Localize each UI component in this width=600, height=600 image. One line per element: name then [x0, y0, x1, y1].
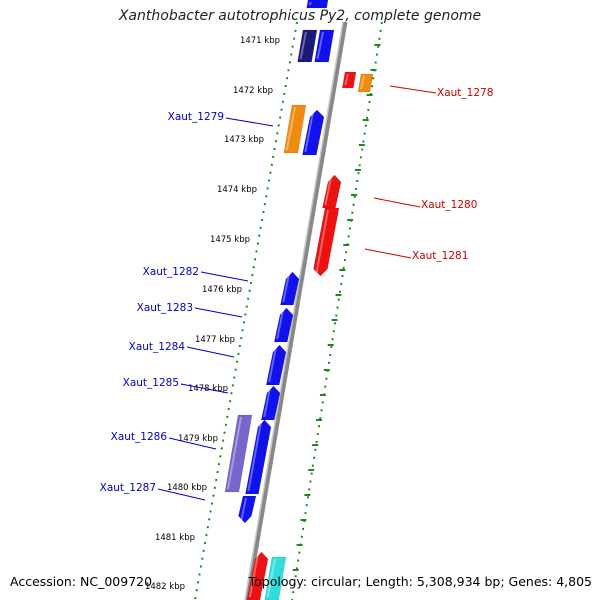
- gene-arrow-shine: [299, 32, 307, 59]
- gene-arrow[interactable]: [280, 271, 300, 306]
- gene-label-leader: [225, 117, 274, 127]
- gene-label[interactable]: Xaut_1279: [168, 111, 224, 123]
- gene-arrow[interactable]: [357, 73, 374, 93]
- gene-arrow[interactable]: [341, 71, 357, 89]
- kbp-tick-label: 1479 kbp: [178, 434, 218, 444]
- gene-arrow[interactable]: [297, 29, 318, 63]
- gene-arrow[interactable]: [273, 307, 294, 343]
- gene-arrow[interactable]: [314, 29, 335, 63]
- gene-label-leader: [194, 307, 243, 318]
- kbp-tick-label: 1482 kbp: [145, 582, 185, 592]
- gene-arrow[interactable]: [283, 104, 307, 154]
- kbp-tick-label: 1477 kbp: [195, 335, 235, 345]
- gene-label[interactable]: Xaut_1283: [137, 302, 193, 314]
- gene-label-leader: [200, 271, 249, 282]
- gene-label[interactable]: Xaut_1282: [143, 266, 199, 278]
- gene-label[interactable]: Xaut_1285: [123, 377, 179, 389]
- gene-arrow-shine: [308, 2, 312, 5]
- gene-label-leader: [186, 346, 235, 358]
- gene-arrow-shine: [247, 422, 262, 491]
- gene-arrow[interactable]: [302, 109, 325, 156]
- accession-text: Accession: NC_009720: [10, 574, 153, 589]
- kbp-tick-label: 1480 kbp: [167, 483, 207, 493]
- gene-arrow[interactable]: [306, 0, 329, 9]
- gene-arrow-shine: [285, 107, 296, 150]
- kbp-tick-label: 1473 kbp: [224, 135, 264, 145]
- gene-label[interactable]: Xaut_1278: [437, 87, 493, 99]
- outer-tick-track: [291, 21, 383, 600]
- gene-features: [224, 0, 374, 600]
- kbp-tick-label: 1481 kbp: [155, 533, 195, 543]
- inner-tick-track: [194, 21, 298, 600]
- gene-label-leader: [168, 437, 217, 450]
- gene-arrow[interactable]: [238, 495, 257, 524]
- gene-label-leader: [157, 488, 206, 501]
- gene-labels: Xaut_1278 Xaut_1279 Xaut_1280 Xaut_1281 Xaut…: [100, 85, 493, 501]
- gene-arrow-shine: [268, 347, 277, 382]
- gene-arrow-shine: [282, 274, 290, 302]
- gene-arrow[interactable]: [246, 551, 269, 600]
- gene-arrow-shine: [316, 32, 324, 59]
- gene-label-leader: [389, 85, 437, 94]
- gene-label[interactable]: Xaut_1284: [129, 341, 186, 353]
- gene-arrow[interactable]: [265, 344, 287, 386]
- kbp-tick-label: 1472 kbp: [233, 86, 273, 96]
- gene-arrow[interactable]: [313, 207, 340, 277]
- gene-arrow[interactable]: [224, 414, 253, 493]
- gene-arrow-shine: [248, 554, 259, 597]
- kbp-tick-label: 1475 kbp: [210, 235, 250, 245]
- gene-label-leader: [373, 197, 421, 208]
- gene-arrow-shine: [240, 498, 247, 520]
- gene-arrow-shine: [304, 112, 314, 152]
- gene-label[interactable]: Xaut_1286: [111, 431, 168, 443]
- gene-arrow-shine: [315, 210, 329, 273]
- gene-arrow-shine: [276, 310, 284, 339]
- genome-backbone-highlight: [244, 21, 344, 600]
- kbp-ticks: 1471 kbp 1472 kbp 1473 kbp 1474 kbp 1475 kbp…: [145, 36, 381, 592]
- gene-arrow[interactable]: [245, 419, 272, 495]
- gene-arrow-shine: [359, 76, 365, 89]
- gene-label-leader: [180, 383, 229, 394]
- kbp-tick-label: 1476 kbp: [202, 285, 242, 295]
- gene-arrow-shine: [263, 388, 271, 417]
- kbp-tick-label: 1474 kbp: [217, 185, 257, 195]
- gene-arrow-shine: [266, 559, 276, 597]
- map-title: Xanthobacter autotrophicus Py2, complete…: [118, 8, 482, 24]
- gene-label[interactable]: Xaut_1287: [100, 482, 156, 494]
- gene-label-leader: [364, 248, 412, 259]
- gene-label[interactable]: Xaut_1280: [421, 199, 477, 211]
- kbp-tick-label: 1471 kbp: [240, 36, 280, 46]
- gene-arrow-shine: [324, 177, 332, 205]
- genome-summary: Topology: circular; Length: 5,308,934 bp…: [248, 574, 592, 589]
- gene-arrow[interactable]: [264, 556, 287, 600]
- gene-arrow[interactable]: [260, 385, 281, 421]
- gene-label[interactable]: Xaut_1281: [412, 250, 468, 262]
- gene-arrow-shine: [344, 74, 349, 85]
- genome-backbone: [244, 21, 348, 600]
- gene-arrow-shine: [226, 417, 242, 489]
